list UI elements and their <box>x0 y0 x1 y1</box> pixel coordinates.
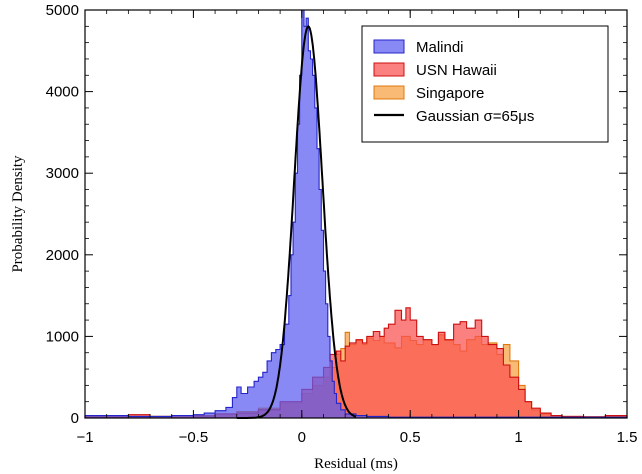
y-tick-label: 4000 <box>46 84 79 101</box>
x-tick-label: 0 <box>298 429 306 446</box>
y-tick-label: 5000 <box>46 2 79 19</box>
y-tick-label: 2000 <box>46 247 79 264</box>
x-tick-label: −1 <box>76 429 93 446</box>
legend-swatch-usn-hawaii <box>373 62 405 77</box>
legend-label-gaussian-65-s: Gaussian σ=65μs <box>416 108 534 125</box>
histogram-malindi <box>84 9 628 419</box>
x-tick-label: 1 <box>514 429 522 446</box>
y-axis-label: Probability Density <box>10 155 26 273</box>
x-tick-label: −0.5 <box>179 429 209 446</box>
legend-label-malindi: Malindi <box>416 39 464 56</box>
histogram-usn-hawaii <box>84 307 628 419</box>
y-tick-label: 1000 <box>46 328 79 345</box>
series-layer <box>84 9 628 419</box>
x-tick-label: 1.5 <box>617 429 638 446</box>
plot-frame <box>84 9 628 419</box>
x-tick-label: 0.5 <box>400 429 421 446</box>
legend: Malindi USN Hawaii Singapore Gaussian σ=65μ… <box>361 25 609 143</box>
plot-area: −1 −0.5 0 0.5 1 1.5 0 1000 2000 3000 4000 5000 <box>46 2 638 446</box>
legend-label-usn-hawaii: USN Hawaii <box>416 62 497 79</box>
legend-swatch-malindi <box>373 39 405 54</box>
legend-swatch-singapore <box>373 85 405 100</box>
legend-label-singapore: Singapore <box>416 85 484 102</box>
y-tick-label: 0 <box>71 410 79 427</box>
x-axis-label: Residual (ms) <box>314 456 398 472</box>
y-tick-label: 3000 <box>46 165 79 182</box>
ticks-layer: −1 −0.5 0 0.5 1 1.5 0 1000 2000 3000 4000 5000 <box>46 2 638 446</box>
